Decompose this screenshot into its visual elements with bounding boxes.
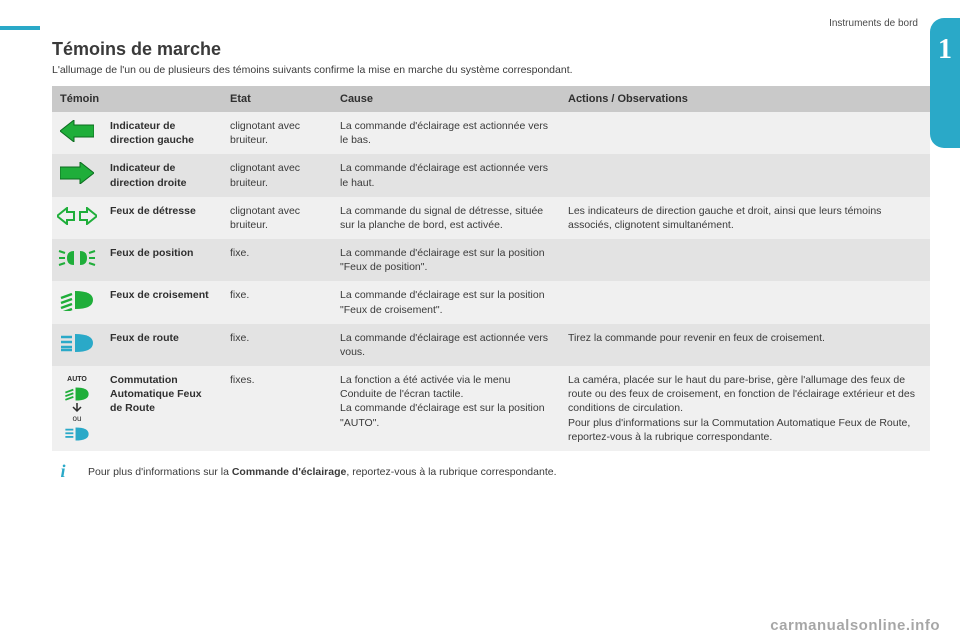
chapter-tab: 1 [930,18,960,148]
col-etat: Etat [222,86,332,112]
indicator-actions [560,281,930,323]
indicator-label: Feux de croisement [102,281,222,323]
indicator-actions [560,154,930,196]
indicator-label: Feux de détresse [102,197,222,239]
indicator-label: Indicateur de direction gauche [102,112,222,154]
indicator-icon-cell [52,112,102,154]
indicator-icon-cell [52,239,102,281]
table-header-row: Témoin Etat Cause Actions / Observations [52,86,930,112]
autobeam-icon: AUTO ou [56,375,98,441]
lowbeam-icon [59,289,95,311]
indicator-actions [560,239,930,281]
info-prefix: Pour plus d'informations sur la [88,466,232,478]
indicator-actions [560,112,930,154]
indicators-table: Témoin Etat Cause Actions / Observations… [52,86,930,451]
indicator-etat: fixe. [222,281,332,323]
info-icon: i [52,461,74,483]
table-row: Feux de détresseclignotant avec bruiteur… [52,197,930,239]
col-cause: Cause [332,86,560,112]
table-row: Indicateur de direction droiteclignotant… [52,154,930,196]
highbeam-icon [59,332,95,354]
indicator-actions: Tirez la commande pour revenir en feux d… [560,324,930,366]
indicator-etat: clignotant avec bruiteur. [222,197,332,239]
page: 1 Instruments de bord Témoins de marche … [0,0,960,640]
table-row: Feux de positionfixe.La commande d'éclai… [52,239,930,281]
indicator-icon-cell [52,324,102,366]
indicator-cause: La commande d'éclairage est actionnée ve… [332,324,560,366]
watermark: carmanualsonline.info [770,617,940,634]
indicator-etat: clignotant avec bruiteur. [222,112,332,154]
indicator-cause: La fonction a été activée via le menu Co… [332,366,560,451]
indicator-label: Feux de position [102,239,222,281]
arrow-left-icon [60,120,94,142]
info-suffix: , reportez-vous à la rubrique correspond… [346,466,556,478]
table-row: Feux de croisementfixe.La commande d'écl… [52,281,930,323]
indicator-etat: clignotant avec bruiteur. [222,154,332,196]
accent-bar [0,26,40,30]
breadcrumb: Instruments de bord [52,18,930,29]
indicator-cause: La commande d'éclairage est sur la posit… [332,239,560,281]
indicator-label: Feux de route [102,324,222,366]
info-bold: Commande d'éclairage [232,466,347,478]
intro-text: L'allumage de l'un ou de plusieurs des t… [52,64,930,76]
indicator-cause: La commande du signal de détresse, situé… [332,197,560,239]
page-title: Témoins de marche [52,39,930,60]
indicator-icon-cell [52,154,102,196]
table-row: Indicateur de direction gaucheclignotant… [52,112,930,154]
indicator-actions: La caméra, placée sur le haut du pare-br… [560,366,930,451]
hazard-icon [57,207,97,225]
indicator-actions: Les indicateurs de direction gauche et d… [560,197,930,239]
indicator-etat: fixe. [222,239,332,281]
table-body: Indicateur de direction gaucheclignotant… [52,112,930,451]
info-note: i Pour plus d'informations sur la Comman… [52,461,930,483]
indicator-label: Indicateur de direction droite [102,154,222,196]
indicator-label: Commutation Automatique Feux de Route [102,366,222,451]
chapter-number: 1 [938,34,952,66]
arrow-right-icon [60,162,94,184]
table-row: AUTO ou Commutation Automatique Feux de … [52,366,930,451]
sidelights-icon [57,248,97,268]
indicator-icon-cell: AUTO ou [52,366,102,451]
indicator-icon-cell [52,281,102,323]
indicator-cause: La commande d'éclairage est actionnée ve… [332,154,560,196]
indicator-etat: fixe. [222,324,332,366]
indicator-etat: fixes. [222,366,332,451]
col-temoin: Témoin [52,86,222,112]
col-actions: Actions / Observations [560,86,930,112]
table-row: Feux de routefixe.La commande d'éclairag… [52,324,930,366]
indicator-icon-cell [52,197,102,239]
info-text: Pour plus d'informations sur la Commande… [88,466,557,478]
indicator-cause: La commande d'éclairage est sur la posit… [332,281,560,323]
indicator-cause: La commande d'éclairage est actionnée ve… [332,112,560,154]
